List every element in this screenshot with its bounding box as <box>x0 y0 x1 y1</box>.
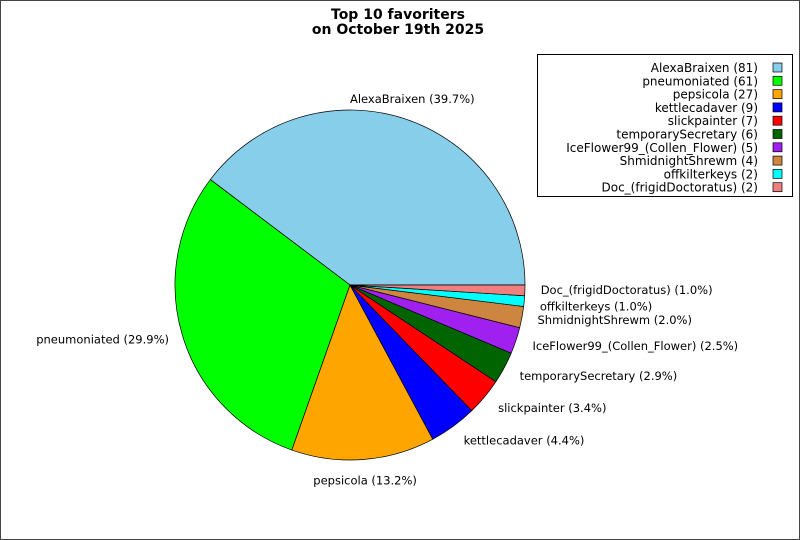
legend-label-8: ShmidnightShrewm (4) <box>620 154 758 168</box>
legend-swatch-5 <box>772 115 783 126</box>
pie-slices <box>174 109 526 461</box>
legend-label-3: pepsicola (27) <box>673 88 758 102</box>
slice-label-2: pneumoniated (29.9%) <box>36 333 169 347</box>
legend: AlexaBraixen (81)pneumoniated (61)pepsic… <box>537 54 793 197</box>
legend-swatch-8 <box>772 155 783 166</box>
legend-label-5: slickpainter (7) <box>668 114 758 128</box>
pie-slice-1 <box>209 109 526 286</box>
slice-label-10: Doc_(frigidDoctoratus) (1.0%) <box>541 283 713 297</box>
slice-label-4: kettlecadaver (4.4%) <box>464 433 585 447</box>
slice-label-9: offkilterkeys (1.0%) <box>540 300 652 314</box>
chart-title-line-1: Top 10 favoriters <box>331 7 465 23</box>
legend-label-9: offkilterkeys (2) <box>664 167 758 181</box>
pie-slice-3 <box>291 284 434 461</box>
slice-label-5: slickpainter (3.4%) <box>498 401 606 415</box>
legend-label-2: pneumoniated (61) <box>642 74 758 88</box>
legend-swatch-9 <box>772 169 783 179</box>
legend-label-4: kettlecadaver (9) <box>655 101 758 115</box>
legend-swatch-6 <box>772 129 783 139</box>
slice-label-6: temporarySecretary (2.9%) <box>520 369 678 383</box>
legend-swatch-3 <box>772 89 783 99</box>
legend-label-7: IceFlower99_(Collen_Flower) (5) <box>566 141 758 155</box>
slice-label-7: IceFlower99_(Collen_Flower) (2.5%) <box>533 339 739 353</box>
slice-label-8: ShmidnightShrewm (2.0%) <box>538 313 692 327</box>
legend-label-6: temporarySecretary (6) <box>616 128 758 142</box>
slice-label-3: pepsicola (13.2%) <box>313 473 417 487</box>
legend-label-10: Doc_(frigidDoctoratus) (2) <box>602 181 759 195</box>
legend-swatch-2 <box>772 75 783 86</box>
legend-swatch-7 <box>772 142 783 153</box>
chart-title-line-2: on October 19th 2025 <box>312 22 484 38</box>
legend-swatch-1 <box>772 62 783 73</box>
slice-label-1: AlexaBraixen (39.7%) <box>350 92 475 106</box>
pie-slice-labels: AlexaBraixen (39.7%) pneumoniated (29.9%)… <box>36 92 738 487</box>
legend-label-1: AlexaBraixen (81) <box>651 61 758 75</box>
pie-slice-10 <box>349 284 526 297</box>
legend-swatch-4 <box>772 102 783 113</box>
pie-slice-2 <box>174 179 351 451</box>
legend-box <box>537 54 793 197</box>
legend-swatch-10 <box>772 182 783 193</box>
